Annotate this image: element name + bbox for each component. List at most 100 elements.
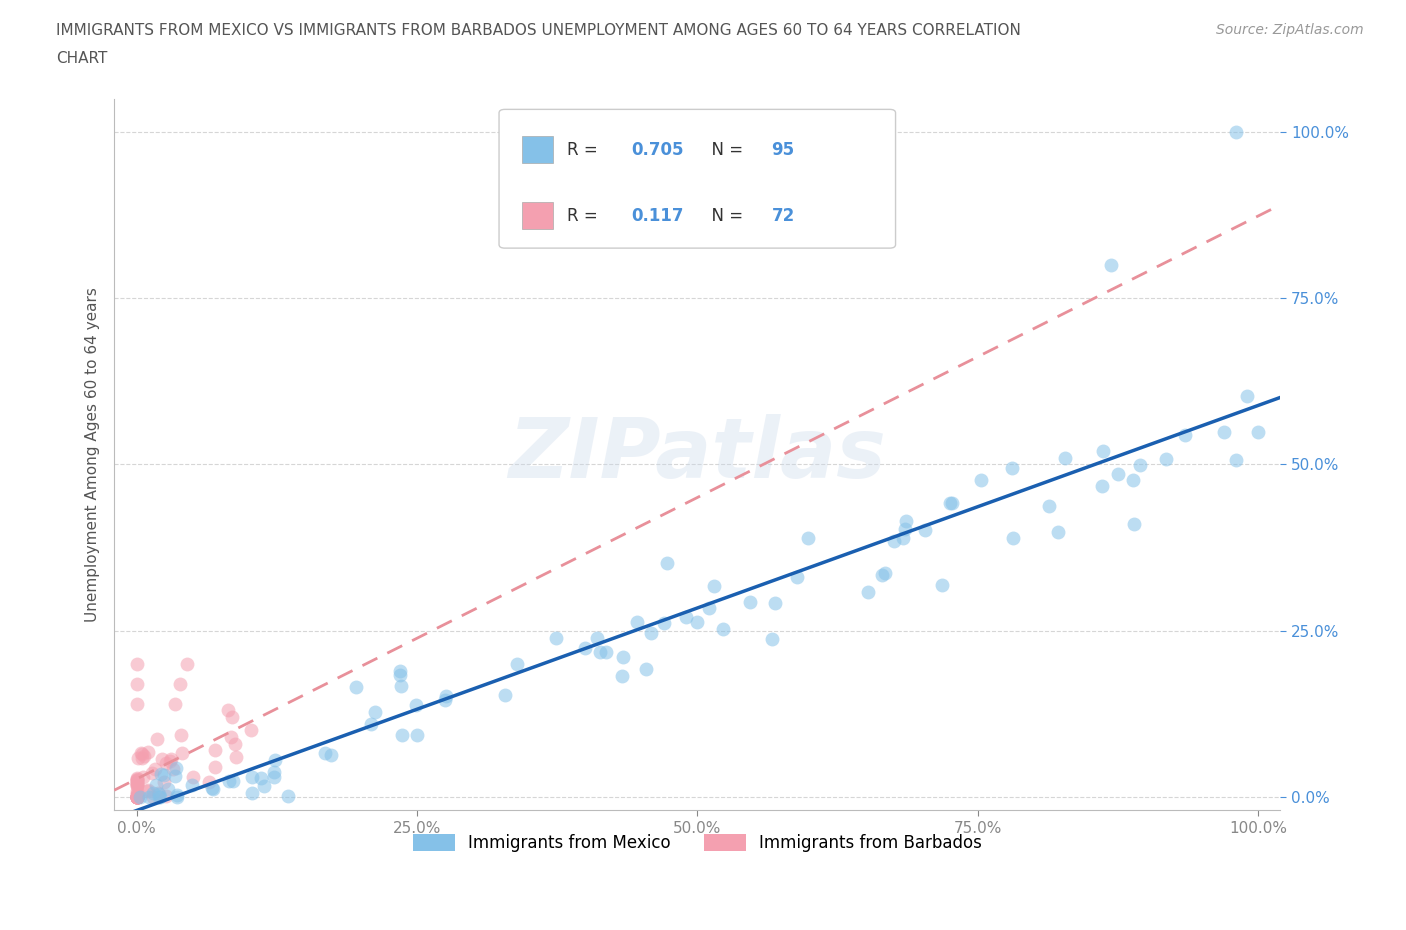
Point xyxy=(125,773,148,788)
Point xyxy=(634,661,657,676)
Point xyxy=(761,631,783,646)
Point xyxy=(612,650,634,665)
Point xyxy=(180,777,202,792)
Point xyxy=(686,615,709,630)
Point xyxy=(1122,517,1144,532)
Point xyxy=(391,678,413,693)
Point xyxy=(319,747,342,762)
Point xyxy=(434,688,457,703)
Point xyxy=(163,769,186,784)
Point xyxy=(277,789,299,804)
Point xyxy=(125,790,148,804)
Point xyxy=(136,784,159,799)
Text: ZIPatlas: ZIPatlas xyxy=(509,414,886,495)
Point xyxy=(141,765,163,780)
Point xyxy=(162,762,184,777)
Point xyxy=(546,631,568,645)
Point xyxy=(893,531,915,546)
Point xyxy=(253,778,276,793)
Point xyxy=(148,790,170,804)
Point xyxy=(914,523,936,538)
Point xyxy=(1213,425,1236,440)
Point xyxy=(125,790,148,804)
Point xyxy=(1129,458,1152,472)
Point xyxy=(125,790,148,804)
Point xyxy=(141,790,163,804)
Point xyxy=(159,753,181,768)
Text: R =: R = xyxy=(568,206,609,225)
Point xyxy=(970,473,993,488)
Point xyxy=(433,693,456,708)
Point xyxy=(894,513,917,528)
Point xyxy=(505,657,527,671)
Point xyxy=(166,788,188,803)
Point xyxy=(1122,472,1144,487)
Point xyxy=(264,753,287,768)
Point xyxy=(125,790,148,804)
Point xyxy=(125,772,148,787)
Text: N =: N = xyxy=(702,206,749,225)
Point xyxy=(314,746,336,761)
Point xyxy=(1002,531,1025,546)
Point xyxy=(640,625,662,640)
Point xyxy=(589,644,612,659)
Point xyxy=(870,568,893,583)
Point xyxy=(240,786,263,801)
Point xyxy=(125,774,148,789)
Point xyxy=(1038,498,1060,513)
Point xyxy=(149,790,172,804)
Text: 95: 95 xyxy=(772,140,794,159)
Text: 72: 72 xyxy=(772,206,794,225)
Point xyxy=(145,762,167,777)
Point xyxy=(125,790,148,804)
Point xyxy=(856,584,879,599)
Point xyxy=(740,595,762,610)
Point xyxy=(125,790,148,804)
Point xyxy=(125,790,148,804)
Point xyxy=(125,776,148,790)
Point xyxy=(125,789,148,804)
Point xyxy=(125,790,148,804)
Point xyxy=(406,728,429,743)
Point xyxy=(148,787,170,802)
Point xyxy=(125,790,148,804)
Point xyxy=(169,676,191,691)
Point xyxy=(703,578,725,593)
Point xyxy=(250,770,273,785)
Point xyxy=(221,710,243,724)
Text: 0.117: 0.117 xyxy=(631,206,685,225)
Point xyxy=(127,751,149,765)
Point xyxy=(222,774,245,789)
FancyBboxPatch shape xyxy=(523,137,554,164)
Text: IMMIGRANTS FROM MEXICO VS IMMIGRANTS FROM BARBADOS UNEMPLOYMENT AMONG AGES 60 TO: IMMIGRANTS FROM MEXICO VS IMMIGRANTS FRO… xyxy=(56,23,1021,38)
Point xyxy=(152,751,174,766)
Point xyxy=(129,790,152,804)
Point xyxy=(1091,444,1114,458)
Point xyxy=(165,761,187,776)
Point xyxy=(797,530,820,545)
Point xyxy=(125,657,148,671)
Point xyxy=(240,770,263,785)
Point xyxy=(125,778,148,793)
Point xyxy=(160,751,183,766)
Point xyxy=(893,521,915,536)
Point xyxy=(181,770,204,785)
Point xyxy=(152,768,174,783)
Point xyxy=(153,775,176,790)
Point xyxy=(125,787,148,802)
Text: 0.705: 0.705 xyxy=(631,140,685,159)
Point xyxy=(1247,424,1270,439)
Point xyxy=(125,697,148,711)
Legend: Immigrants from Mexico, Immigrants from Barbados: Immigrants from Mexico, Immigrants from … xyxy=(406,828,988,858)
Point xyxy=(1001,461,1024,476)
Point xyxy=(239,723,262,737)
Point xyxy=(155,756,177,771)
Point xyxy=(125,786,148,801)
Point xyxy=(654,616,676,631)
Point xyxy=(170,727,193,742)
Point xyxy=(155,789,177,804)
Point xyxy=(344,680,367,695)
Point xyxy=(586,631,609,645)
Point xyxy=(494,687,516,702)
Point xyxy=(1099,258,1122,272)
